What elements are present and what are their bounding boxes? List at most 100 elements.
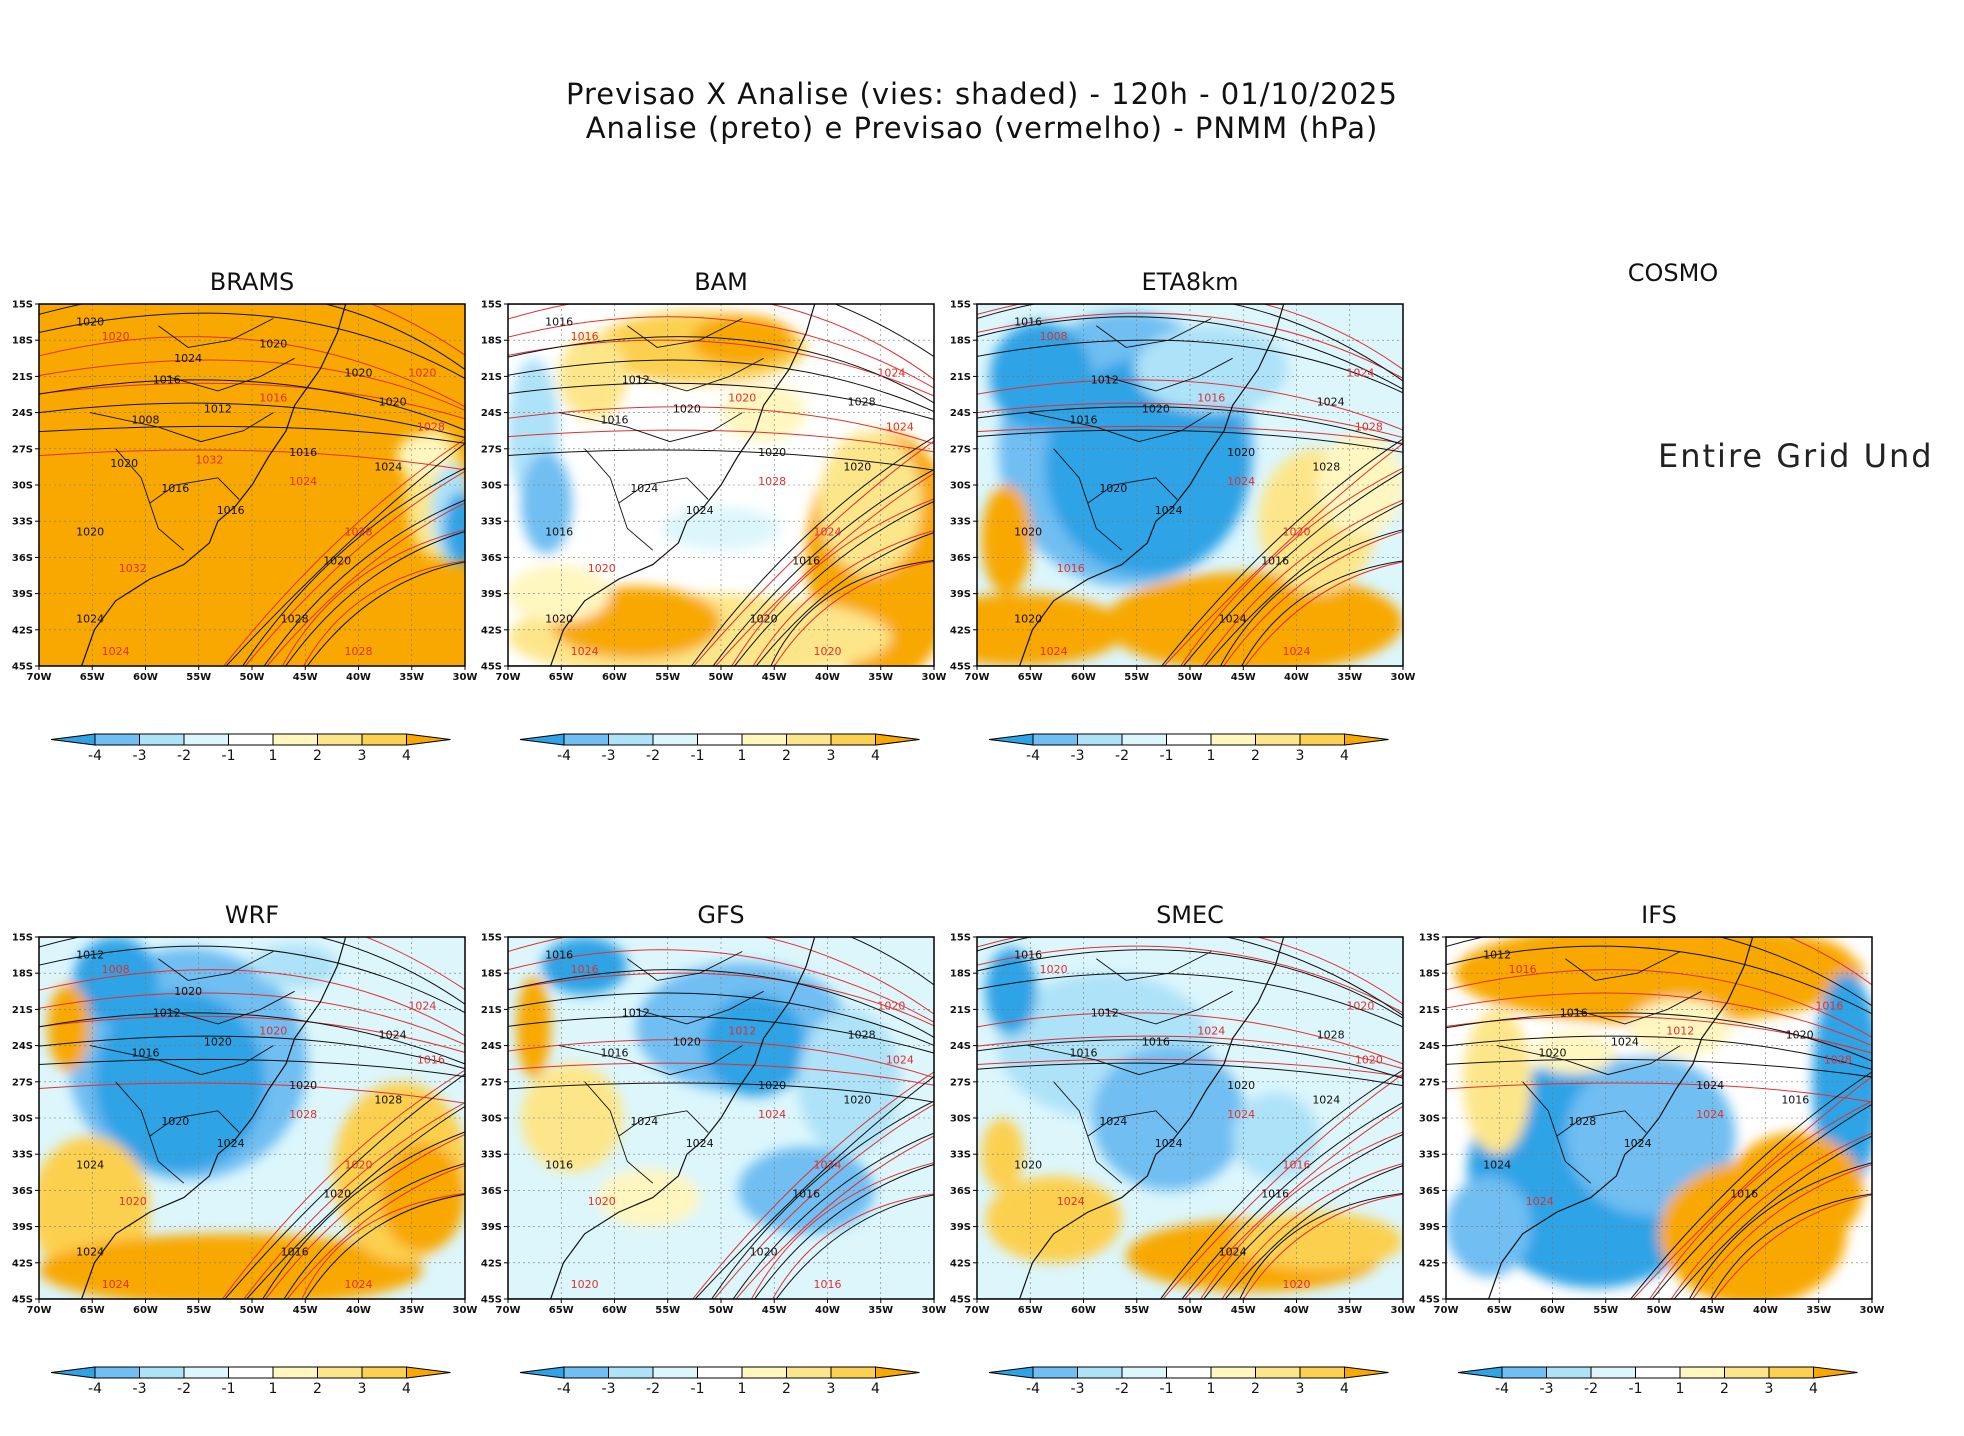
analysis-isobar — [775, 1194, 934, 1299]
forecast-isobar-label: 1024 — [1040, 645, 1068, 658]
colorbar-tick-label: -4 — [88, 748, 102, 764]
state-border — [584, 448, 654, 551]
analysis-isobar — [977, 1039, 1403, 1079]
y-tick-label: 45S — [481, 1295, 502, 1306]
analysis-isobar-label: 1024 — [1219, 1246, 1247, 1259]
colorbar-segment — [183, 733, 229, 746]
colorbar-segment — [94, 1366, 140, 1379]
y-tick-label: 24S — [950, 1041, 971, 1052]
colorbar-tick-label: 2 — [313, 748, 322, 764]
y-tick-label: 21S — [481, 1005, 502, 1016]
y-tick-label: 42S — [481, 625, 502, 636]
analysis-isobar-label: 1016 — [1730, 1188, 1758, 1201]
analysis-isobar — [690, 436, 934, 666]
x-tick-label: 40W — [815, 672, 840, 683]
y-tick-label: 15S — [950, 933, 971, 944]
analysis-isobar-label: 1016 — [1261, 555, 1289, 568]
y-tick-label: 21S — [12, 1005, 33, 1016]
analysis-isobar — [39, 1012, 465, 1065]
bias-shading — [1446, 937, 1872, 1299]
y-tick-label: 24S — [481, 1041, 502, 1052]
colorbar-eta8km: -4 -3 -2 -1 1 2 3 4 — [988, 733, 1389, 764]
forecast-isobar — [221, 1069, 465, 1299]
colorbar-tick-label: 2 — [782, 748, 791, 764]
state-border — [1028, 1045, 1212, 1076]
panel-title-ifs: IFS — [1641, 901, 1677, 929]
analysis-isobar-label: 1012 — [76, 949, 104, 962]
colorbar-tick-label: -4 — [557, 1381, 571, 1397]
state-border — [559, 1045, 743, 1076]
analysis-isobar — [225, 442, 465, 666]
analysis-isobar-label: 1016 — [281, 1246, 309, 1259]
analysis-isobar — [283, 1163, 465, 1299]
forecast-isobar-label: 1020 — [1040, 963, 1068, 976]
colorbar-segment — [317, 1366, 363, 1379]
forecast-isobar-label: 1016 — [1057, 562, 1085, 575]
analysis-isobar-label: 1024 — [630, 1115, 658, 1128]
x-tick-label: 55W — [186, 672, 211, 683]
bias-region — [520, 452, 572, 554]
colorbar-segment — [875, 1366, 920, 1379]
forecast-isobar — [508, 304, 934, 381]
bias-shading — [396, 427, 465, 565]
forecast-isobar-label: 1020 — [814, 645, 842, 658]
forecast-isobar-label: 1028 — [758, 475, 786, 488]
state-border — [1028, 412, 1212, 443]
analysis-isobar-label: 1016 — [601, 413, 629, 426]
colorbar-segment — [1121, 1366, 1167, 1379]
forecast-isobar — [244, 470, 465, 666]
y-tick-label: 36S — [950, 553, 971, 564]
colorbar-segment — [1077, 733, 1123, 746]
colorbar-segment — [1210, 1366, 1256, 1379]
forecast-isobar-label: 1024 — [102, 645, 130, 658]
state-border — [115, 448, 185, 551]
analysis-isobar-label: 1012 — [1091, 1007, 1119, 1020]
bias-region — [985, 947, 1037, 1035]
analysis-isobar — [39, 1058, 465, 1078]
forecast-isobar — [508, 937, 934, 1015]
colorbar-segment — [94, 733, 140, 746]
map-area-brams — [39, 304, 465, 666]
analysis-isobar — [1181, 1102, 1403, 1299]
y-tick-label: 45S — [12, 662, 33, 673]
analysis-isobar — [1446, 1012, 1872, 1062]
y-tick-label: 45S — [950, 662, 971, 673]
forecast-isobar — [1670, 1132, 1872, 1299]
analysis-isobar-label: 1024 — [1155, 1137, 1183, 1150]
colorbar-tick-label: 1 — [1207, 748, 1216, 764]
forecast-isobar-label: 1016 — [417, 1054, 445, 1067]
analysis-isobar-label: 1012 — [153, 1007, 181, 1020]
panel-eta8km: ETA8km 1016 1012 1016 1020 1020 1020 1024 1024 10… — [950, 268, 1416, 764]
forecast-isobar — [1180, 467, 1403, 666]
analysis-isobar-label: 1012 — [1091, 374, 1119, 387]
analysis-isobar-label: 1016 — [1142, 1036, 1170, 1049]
analysis-isobar-label: 1028 — [374, 1094, 402, 1107]
forecast-isobar — [508, 1062, 934, 1086]
state-border — [627, 951, 743, 981]
colorbar-tick-label: -3 — [133, 748, 147, 764]
analysis-isobar-label: 1016 — [1070, 1046, 1098, 1059]
colorbar-segment — [272, 1366, 318, 1379]
colorbar-tick-label: -4 — [1026, 748, 1040, 764]
analysis-isobar-label: 1024 — [1219, 613, 1247, 626]
state-border — [1522, 1081, 1592, 1184]
analysis-isobar-label: 1024 — [379, 1028, 407, 1041]
x-tick-label: 30W — [453, 1305, 478, 1316]
forecast-isobar — [266, 502, 465, 666]
colorbar-segment — [608, 733, 654, 746]
forecast-isobar-label: 1024 — [1227, 1108, 1255, 1121]
y-tick-label: 27S — [481, 1077, 502, 1088]
y-tick-label: 45S — [481, 662, 502, 673]
analysis-isobar-label: 1016 — [545, 526, 573, 539]
colorbar-segment — [697, 733, 743, 746]
analysis-isobar — [508, 449, 934, 471]
forecast-isobar — [39, 969, 465, 1037]
forecast-isobar-label: 1020 — [588, 1195, 616, 1208]
state-border — [1573, 990, 1702, 1025]
forecast-isobar-label: 1020 — [1355, 1054, 1383, 1067]
y-tick-label: 39S — [481, 589, 502, 600]
analysis-isobar-label: 1028 — [848, 395, 876, 408]
analysis-isobar — [508, 336, 934, 404]
map-area-bam — [508, 304, 934, 666]
bias-region — [1727, 1132, 1864, 1249]
